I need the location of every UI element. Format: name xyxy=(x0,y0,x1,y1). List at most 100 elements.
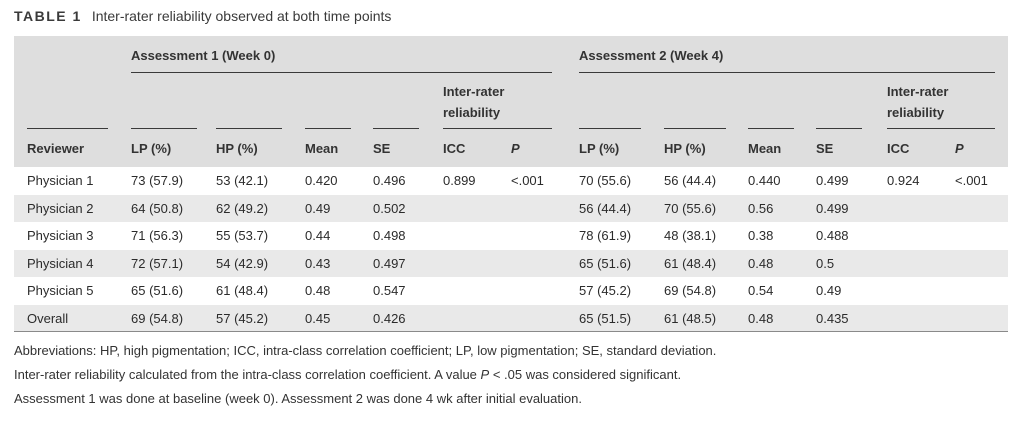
table-cell: 0.5 xyxy=(816,255,835,271)
col-header-hp-2: HP (%) xyxy=(664,141,706,156)
table-cell: Overall xyxy=(27,310,69,326)
table-row: Physician 4 72 (57.1) 54 (42.9) 0.43 0.497 65… xyxy=(14,249,1008,277)
table-cell: 61 (48.4) xyxy=(216,283,269,298)
col-header-se-2: SE xyxy=(816,141,834,156)
footnote-significance-text-a: Inter-rater reliability calculated from … xyxy=(14,367,481,382)
col-header-mean-1: Mean xyxy=(305,141,339,156)
table-cell: Physician 2 xyxy=(27,200,94,216)
table-cell: 57 (45.2) xyxy=(579,283,632,298)
table-cell: 0.497 xyxy=(373,255,406,271)
table-cell: 0.435 xyxy=(816,310,849,326)
assessment-1-header: Assessment 1 (Week 0) xyxy=(131,48,276,63)
irr-header-1-line1: Inter-rater xyxy=(443,84,505,99)
table-label: TABLE 1 xyxy=(14,8,82,24)
col-header-lp-1: LP (%) xyxy=(131,141,172,156)
table-cell: 0.899 xyxy=(443,173,476,188)
table-cell: 65 (51.5) xyxy=(579,310,632,326)
assessment-2-header: Assessment 2 (Week 4) xyxy=(579,48,724,63)
table-cell: 55 (53.7) xyxy=(216,228,269,243)
footnote-assessment-timing: Assessment 1 was done at baseline (week … xyxy=(14,391,582,406)
table-cell: 56 (44.4) xyxy=(664,173,717,188)
table-cell: 0.49 xyxy=(816,283,842,298)
col-rule-irr-2 xyxy=(887,128,995,129)
table-cell: 78 (61.9) xyxy=(579,228,632,243)
table-cell: 56 (44.4) xyxy=(579,200,632,216)
table-cell: 0.488 xyxy=(816,228,849,243)
table-cell: 73 (57.9) xyxy=(131,173,184,188)
table-cell: 0.49 xyxy=(305,200,331,216)
table-cell: 61 (48.4) xyxy=(664,255,717,271)
table-cell: Physician 4 xyxy=(27,255,94,271)
table-cell: 0.48 xyxy=(748,255,774,271)
table-cell: 0.924 xyxy=(887,173,920,188)
footnote-significance-p: P xyxy=(480,367,490,382)
footnote-significance: Inter-rater reliability calculated from … xyxy=(14,367,681,382)
table-cell: 0.45 xyxy=(305,310,331,326)
col-header-mean-2: Mean xyxy=(748,141,782,156)
col-header-icc-1: ICC xyxy=(443,141,466,156)
table-cell: 0.499 xyxy=(816,173,849,188)
table-cell: 65 (51.6) xyxy=(579,255,632,271)
col-header-p-1: P xyxy=(511,141,520,156)
col-rule-reviewer xyxy=(27,128,108,129)
footnote-abbreviations: Abbreviations: HP, high pigmentation; IC… xyxy=(14,343,717,358)
assessment-1-rule xyxy=(131,72,552,73)
table-cell: 0.44 xyxy=(305,228,331,243)
table-cell: 0.496 xyxy=(373,173,406,188)
table-cell: 69 (54.8) xyxy=(131,310,184,326)
table-cell: 70 (55.6) xyxy=(664,200,717,216)
table-bottom-rule xyxy=(14,331,1008,332)
col-header-hp-1: HP (%) xyxy=(216,141,258,156)
col-header-reviewer: Reviewer xyxy=(27,141,85,156)
table-cell: <.001 xyxy=(511,173,544,188)
table-cell: 65 (51.6) xyxy=(131,283,184,298)
table-row: Overall 69 (54.8) 57 (45.2) 0.45 0.426 65 (51… xyxy=(14,304,1008,332)
table-cell: Physician 3 xyxy=(27,228,94,243)
table-cell: 0.38 xyxy=(748,228,774,243)
col-rule-lp-2 xyxy=(579,128,641,129)
table-row: Physician 2 64 (50.8) 62 (49.2) 0.49 0.502 56… xyxy=(14,194,1008,222)
table-cell: 72 (57.1) xyxy=(131,255,184,271)
irr-header-1-line2: reliability xyxy=(443,105,501,120)
table-cell: 0.498 xyxy=(373,228,406,243)
col-rule-hp-1 xyxy=(216,128,282,129)
col-rule-se-1 xyxy=(373,128,419,129)
irr-header-2-line1: Inter-rater xyxy=(887,84,949,99)
table-cell: 69 (54.8) xyxy=(664,283,717,298)
table-cell: 0.502 xyxy=(373,200,406,216)
table-cell: 57 (45.2) xyxy=(216,310,269,326)
table-cell: 0.54 xyxy=(748,283,774,298)
table-cell: 62 (49.2) xyxy=(216,200,269,216)
table-cell: 0.499 xyxy=(816,200,849,216)
table-cell: 71 (56.3) xyxy=(131,228,184,243)
table-cell: 0.420 xyxy=(305,173,338,188)
col-rule-mean-2 xyxy=(748,128,794,129)
col-header-lp-2: LP (%) xyxy=(579,141,620,156)
col-header-p-2: P xyxy=(955,141,964,156)
assessment-2-rule xyxy=(579,72,995,73)
table-cell: 53 (42.1) xyxy=(216,173,269,188)
table-cell: 0.547 xyxy=(373,283,406,298)
table-cell: 0.56 xyxy=(748,200,774,216)
table-cell: 48 (38.1) xyxy=(664,228,717,243)
table-row: Physician 3 71 (56.3) 55 (53.7) 0.44 0.498 78… xyxy=(14,222,1008,249)
col-rule-hp-2 xyxy=(664,128,726,129)
table-row: Physician 5 65 (51.6) 61 (48.4) 0.48 0.547 57… xyxy=(14,277,1008,304)
table-cell: 0.440 xyxy=(748,173,781,188)
col-rule-se-2 xyxy=(816,128,862,129)
table-cell: 61 (48.5) xyxy=(664,310,717,326)
col-rule-irr-1 xyxy=(443,128,552,129)
col-rule-mean-1 xyxy=(305,128,351,129)
table-cell: Physician 5 xyxy=(27,283,94,298)
col-header-icc-2: ICC xyxy=(887,141,910,156)
table-row: Physician 1 73 (57.9) 53 (42.1) 0.420 0.496 0… xyxy=(14,167,1008,194)
table-cell: <.001 xyxy=(955,173,988,188)
irr-header-2-line2: reliability xyxy=(887,105,945,120)
table-cell: 0.48 xyxy=(748,310,774,326)
table-cell: 64 (50.8) xyxy=(131,200,184,216)
footnote-significance-text-b: < .05 was considered significant. xyxy=(489,367,682,382)
table-caption: TABLE 1 Inter-rater reliability observed … xyxy=(14,8,391,24)
table-cell: 0.426 xyxy=(373,310,406,326)
table-title: Inter-rater reliability observed at both… xyxy=(91,8,392,24)
col-header-se-1: SE xyxy=(373,141,391,156)
